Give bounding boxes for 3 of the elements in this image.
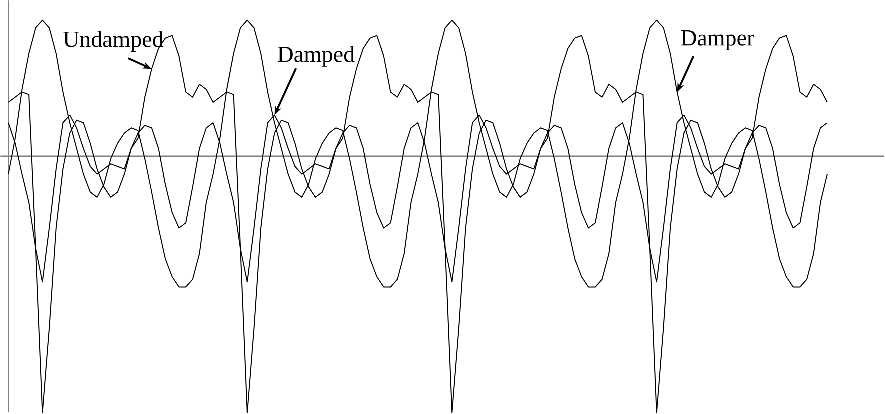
series-label: Undamped (64, 31, 164, 52)
text: Damped (278, 46, 355, 68)
series-label: Damper (681, 30, 754, 51)
